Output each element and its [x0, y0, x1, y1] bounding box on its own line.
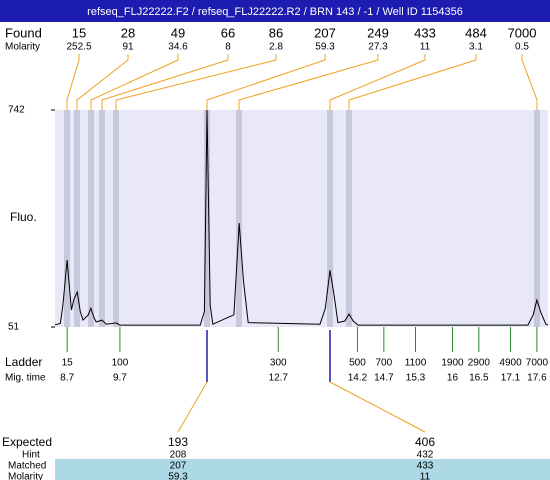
expected-row-label: Expected	[2, 435, 52, 449]
expected-connector	[329, 381, 426, 433]
expected-value: 406	[415, 435, 435, 449]
ladder-size: 700	[375, 358, 392, 369]
peak-band	[64, 110, 70, 327]
found-molarity: 3.1	[469, 42, 483, 53]
found-size: 49	[171, 25, 185, 40]
found-size: 86	[269, 25, 283, 40]
expected-row-label: Matched	[8, 461, 46, 472]
expected-connector	[177, 381, 208, 433]
y-label: Fluo.	[10, 210, 37, 224]
found-connector	[90, 54, 179, 110]
found-molarity: 59.3	[315, 42, 335, 53]
found-molarity: 27.3	[368, 42, 388, 53]
ladder-time: 17.6	[527, 373, 547, 384]
ladder-size: 300	[270, 358, 287, 369]
found-connector	[329, 54, 426, 110]
expected-value: 208	[170, 450, 187, 461]
found-connector	[101, 54, 229, 110]
ladder-time: 9.7	[113, 373, 127, 384]
found-size: 249	[367, 25, 389, 40]
ladder-time: 14.7	[374, 373, 394, 384]
y-tick-label: 51	[8, 322, 20, 333]
found-molarity: 2.8	[269, 42, 283, 53]
plot-area	[55, 110, 548, 327]
peak-band	[88, 110, 94, 327]
found-molarity: 11	[420, 42, 431, 53]
found-connector	[521, 54, 538, 110]
title-bar	[0, 0, 550, 22]
ladder-time: 16	[447, 373, 459, 384]
found-connector	[238, 54, 379, 110]
found-molarity: 34.6	[168, 42, 188, 53]
peak-band	[534, 110, 540, 327]
found-connector	[66, 54, 80, 110]
molarity-label: Molarity	[5, 42, 40, 53]
title: refseq_FLJ22222.F2 / refseq_FLJ22222.R2 …	[87, 6, 463, 18]
ladder-size: 500	[349, 358, 366, 369]
found-molarity: 8	[225, 42, 231, 53]
ladder-size: 1100	[405, 358, 427, 369]
ladder-label: Ladder	[5, 355, 42, 369]
matched-highlight	[55, 459, 550, 480]
peak-band	[346, 110, 352, 327]
mig-time-label: Mig. time	[5, 373, 46, 384]
expected-value: 59.3	[168, 472, 188, 480]
ladder-size: 7000	[526, 358, 549, 369]
expected-value: 11	[420, 472, 431, 480]
found-connector	[206, 54, 326, 110]
ladder-time: 17.1	[501, 373, 521, 384]
found-size: 28	[121, 25, 135, 40]
ladder-size: 2900	[468, 358, 491, 369]
found-size: 433	[414, 25, 436, 40]
peak-band	[99, 110, 105, 327]
expected-row-label: Hint	[22, 450, 40, 461]
peak-band	[113, 110, 119, 327]
found-size: 66	[221, 25, 235, 40]
found-size: 15	[72, 25, 86, 40]
found-size: 484	[465, 25, 487, 40]
ladder-time: 8.7	[60, 373, 74, 384]
ladder-size: 4900	[499, 358, 522, 369]
found-connector	[348, 54, 477, 110]
expected-row-label: Molarity	[8, 472, 43, 480]
peak-band	[327, 110, 333, 327]
ladder-time: 14.2	[348, 373, 368, 384]
ladder-size: 1900	[441, 358, 464, 369]
expected-value: 432	[417, 450, 434, 461]
ladder-size: 100	[112, 358, 129, 369]
found-connector	[115, 54, 277, 110]
expected-value: 433	[417, 461, 434, 472]
expected-value: 207	[170, 461, 187, 472]
found-size: 7000	[508, 25, 537, 40]
found-label: Found	[5, 25, 42, 40]
found-connector	[76, 54, 129, 110]
ladder-time: 12.7	[269, 373, 289, 384]
ladder-time: 16.5	[469, 373, 489, 384]
found-size: 207	[314, 25, 336, 40]
found-molarity: 252.5	[66, 42, 91, 53]
found-molarity: 91	[122, 42, 134, 53]
peak-band	[204, 110, 210, 327]
y-tick-label: 742	[8, 105, 25, 116]
ladder-time: 15.3	[406, 373, 426, 384]
peak-band	[74, 110, 80, 327]
peak-band	[236, 110, 242, 327]
expected-value: 193	[168, 435, 188, 449]
found-molarity: 0.5	[515, 42, 529, 53]
trace	[54, 109, 549, 326]
ladder-size: 15	[62, 358, 74, 369]
